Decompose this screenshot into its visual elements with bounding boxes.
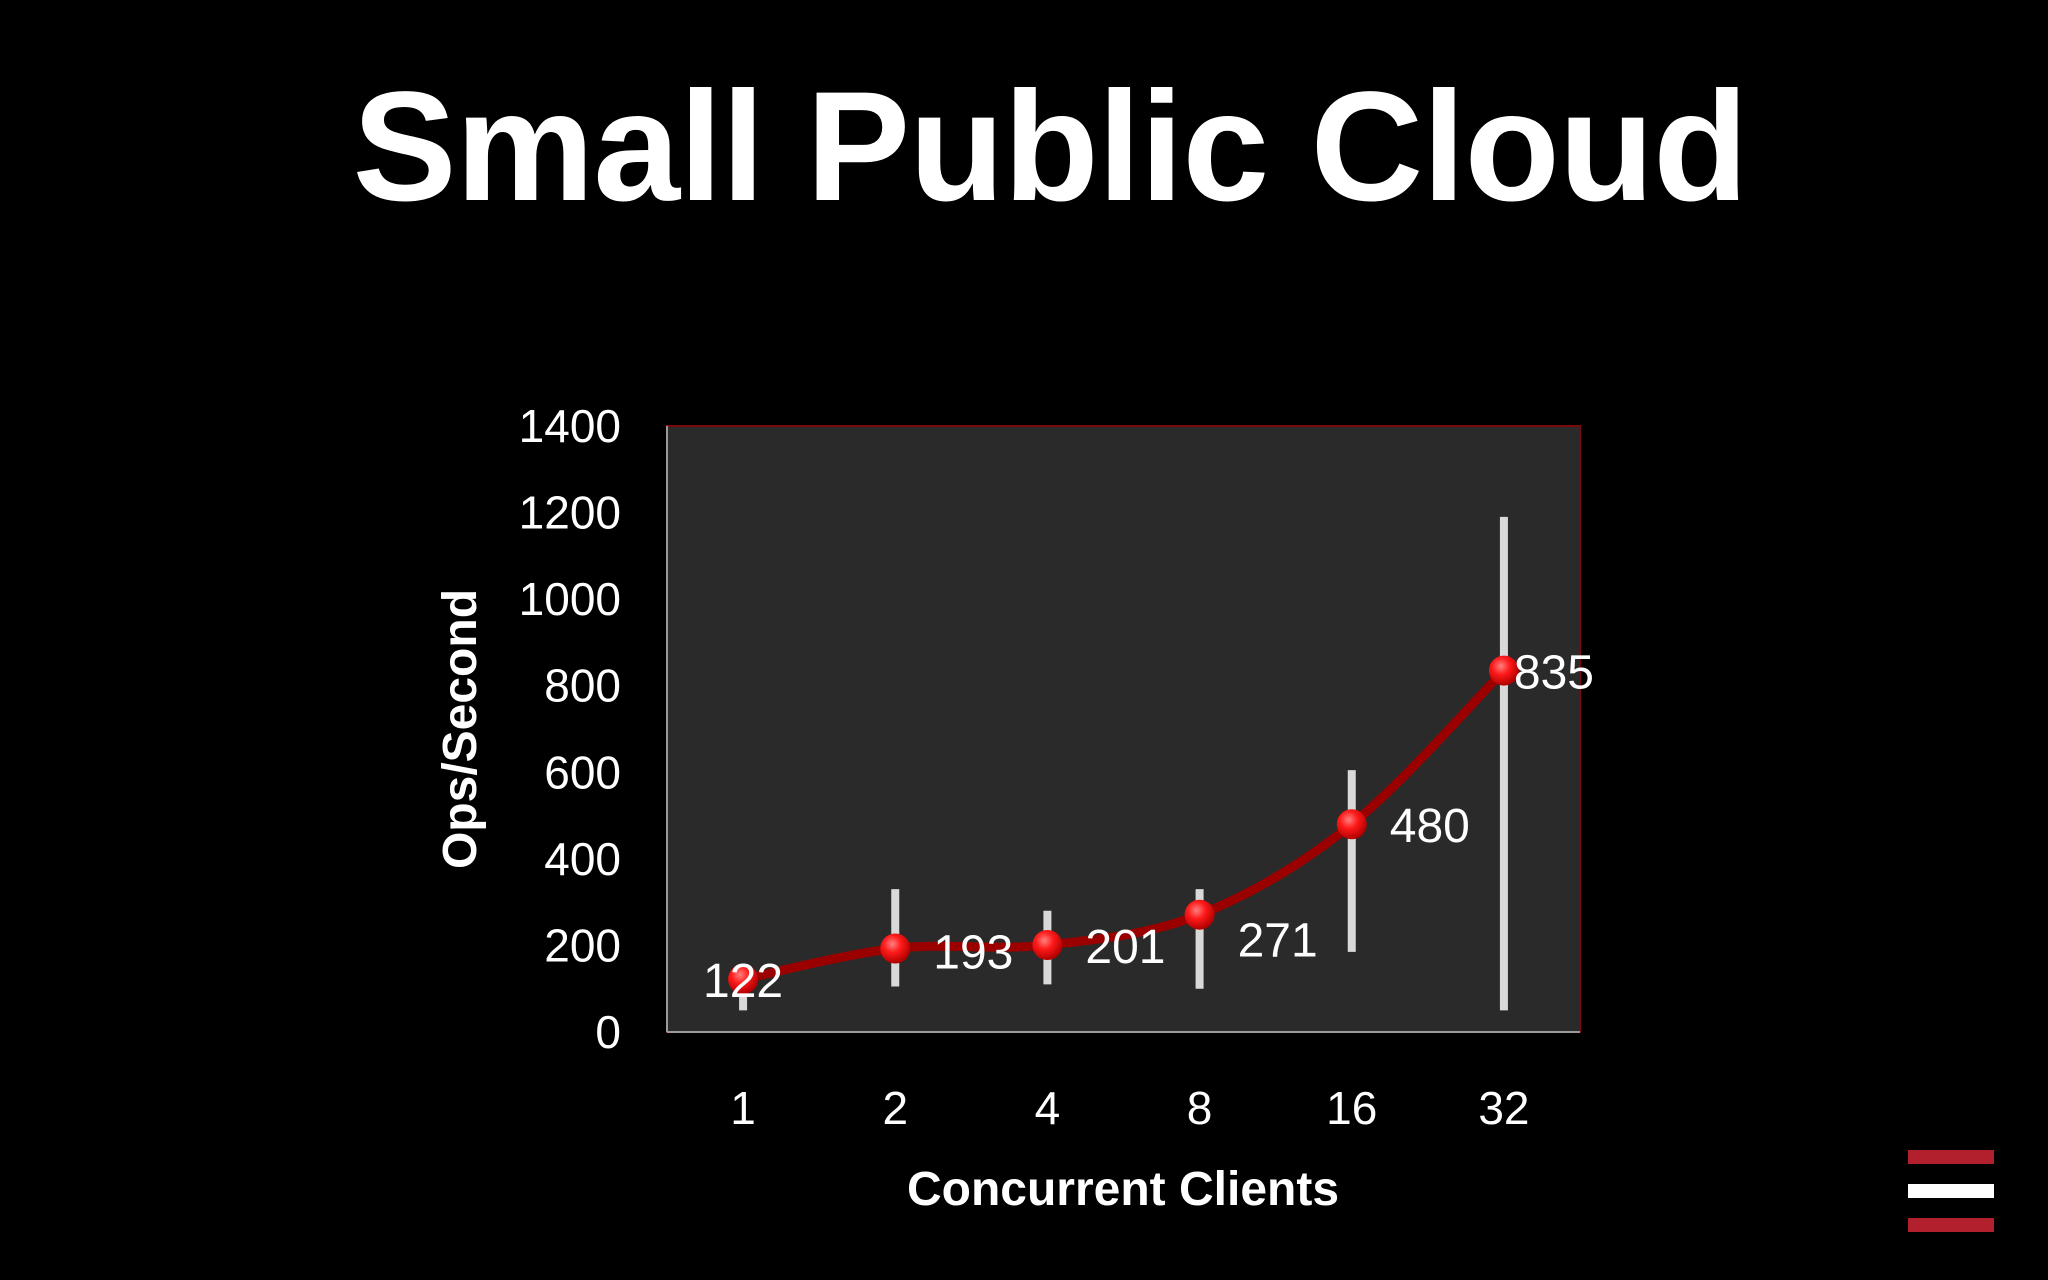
- y-tick-label-200: 200: [544, 919, 621, 971]
- x-tick-label-8: 8: [1187, 1082, 1213, 1134]
- x-tick-label-32: 32: [1478, 1082, 1529, 1134]
- x-tick-label-4: 4: [1035, 1082, 1061, 1134]
- y-tick-label-1200: 1200: [519, 487, 621, 539]
- y-axis-title: Ops/Second: [434, 589, 487, 869]
- y-tick-label-600: 600: [544, 746, 621, 798]
- x-axis-title: Concurrent Clients: [907, 1163, 1339, 1216]
- data-label-32: 835: [1514, 647, 1594, 700]
- logo-bar-red-bottom: [1908, 1218, 1994, 1232]
- data-point-8: [1184, 899, 1215, 930]
- x-tick-label-2: 2: [882, 1082, 908, 1134]
- y-tick-label-0: 0: [595, 1006, 621, 1058]
- data-point-1: [728, 964, 759, 995]
- y-tick-label-1000: 1000: [519, 573, 621, 625]
- series-markers: [728, 655, 1519, 995]
- y-axis-ticks: 0 200 400 600 800 1000 1200 1400: [519, 400, 621, 1058]
- y-tick-label-800: 800: [544, 660, 621, 712]
- logo-bar-white-middle: [1908, 1184, 1994, 1198]
- y-tick-label-400: 400: [544, 833, 621, 885]
- data-point-32: [1488, 655, 1519, 686]
- x-axis-ticks: 1 2 4 8 16 32: [730, 1082, 1529, 1134]
- data-label-2: 193: [933, 926, 1013, 979]
- data-labels: 122 193 201 271 480 835: [703, 647, 1594, 1009]
- stacked-bars-logo-icon: [1908, 1150, 1994, 1232]
- data-point-4: [1032, 929, 1063, 960]
- data-label-16: 480: [1390, 800, 1470, 853]
- x-tick-label-1: 1: [730, 1082, 756, 1134]
- slide-title: Small Public Cloud: [352, 60, 1749, 234]
- logo-bar-red-top: [1908, 1150, 1994, 1164]
- y-tick-label-1400: 1400: [519, 400, 621, 452]
- data-label-8: 271: [1238, 915, 1318, 968]
- data-label-1: 122: [703, 955, 783, 1008]
- data-point-16: [1336, 809, 1367, 840]
- data-label-4: 201: [1085, 921, 1165, 974]
- data-point-2: [880, 933, 911, 964]
- x-tick-label-16: 16: [1326, 1082, 1377, 1134]
